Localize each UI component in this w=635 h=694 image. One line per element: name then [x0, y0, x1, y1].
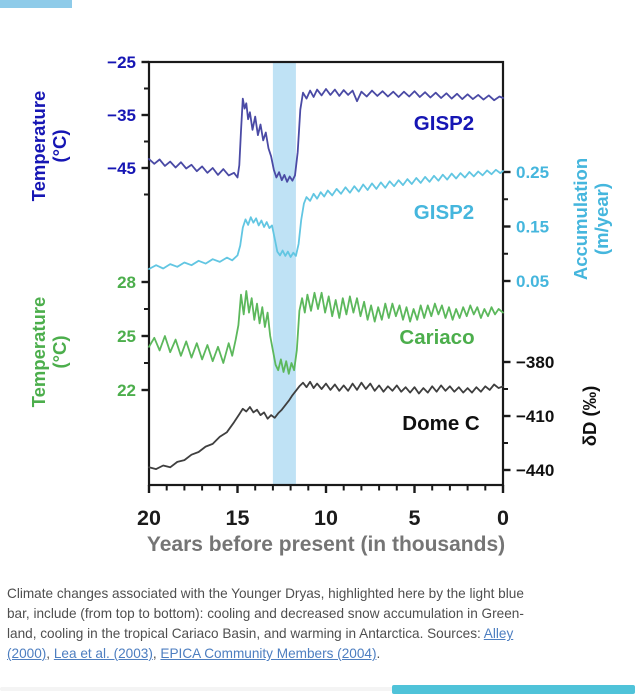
series-label-dome_c: Dome C — [402, 412, 480, 435]
axis-label-line: (°C) — [49, 129, 70, 162]
axis-label-temp_greenland: Temperature(°C) — [28, 91, 70, 202]
series-line-dome_c — [148, 380, 504, 471]
tick-label-dD-2: −440 — [516, 461, 554, 480]
caption-line: Climate changes associated with the Youn… — [7, 584, 629, 604]
tick-label-temp_cariaco-2: 22 — [117, 381, 136, 400]
caption-text: bar, include (from top to bottom): cooli… — [7, 606, 524, 621]
series-line-gisp2_accum — [148, 168, 504, 270]
tick-label-temp_cariaco-0: 28 — [117, 273, 136, 292]
caption-text: Climate changes associated with the Youn… — [7, 586, 524, 601]
axis-label-line: Temperature — [28, 297, 49, 408]
series-label-gisp2_accum: GISP2 — [414, 201, 474, 224]
tick-label-dD-1: −410 — [516, 407, 554, 426]
figure-caption: Climate changes associated with the Youn… — [7, 584, 629, 664]
source-link[interactable]: Alley — [483, 626, 514, 641]
tick-label-temp_greenland-0: −25 — [107, 53, 136, 72]
series-label-gisp2_temp: GISP2 — [414, 112, 474, 135]
tick-label-temp_greenland-2: −45 — [107, 159, 136, 178]
caption-text: , — [46, 646, 54, 661]
axis-label-accumulation: Accumulation(m/year) — [570, 158, 612, 280]
source-link[interactable]: Lea et al. (2003) — [53, 646, 153, 661]
caption-line: (2000), Lea et al. (2003), EPICA Communi… — [7, 644, 629, 664]
bottom-right-accent-bar — [392, 685, 635, 694]
axis-label-line: Accumulation — [570, 158, 591, 280]
caption-line: land, cooling in the tropical Cariaco Ba… — [7, 624, 629, 644]
tick-label-temp_cariaco-1: 25 — [117, 327, 136, 346]
source-link[interactable]: EPICA Community Members (2004) — [160, 646, 377, 661]
caption-text: , — [152, 646, 161, 661]
axis-label-line: Temperature — [28, 91, 49, 202]
bottom-divider — [0, 687, 635, 691]
x-tick-label-15: 15 — [226, 506, 250, 530]
top-left-accent-bar — [0, 0, 72, 8]
x-tick-label-0: 0 — [497, 506, 509, 530]
x-tick-label-20: 20 — [137, 506, 161, 530]
x-axis-title: Years before present (in thousands) — [147, 533, 505, 556]
tick-label-accumulation-0: 0.25 — [516, 163, 549, 182]
caption-text: land, cooling in the tropical Cariaco Ba… — [7, 626, 484, 641]
x-tick-label-10: 10 — [314, 506, 338, 530]
axis-label-temp_cariaco: Temperature(°C) — [28, 297, 70, 408]
axis-label-line: δD (‰) — [579, 386, 600, 447]
axis-label-dD: δD (‰) — [579, 386, 600, 447]
climate-chart: −25−35−45Temperature(°C)0.250.150.05Accu… — [28, 53, 612, 556]
x-tick-label-5: 5 — [409, 506, 421, 530]
tick-label-temp_greenland-1: −35 — [107, 106, 136, 125]
axis-label-line: (°C) — [49, 335, 70, 368]
tick-label-accumulation-1: 0.15 — [516, 218, 549, 237]
tick-label-accumulation-2: 0.05 — [516, 272, 549, 291]
tick-label-dD-0: −380 — [516, 353, 554, 372]
caption-line: bar, include (from top to bottom): cooli… — [7, 604, 629, 624]
caption-text: . — [376, 646, 381, 661]
axis-label-line: (m/year) — [591, 183, 612, 255]
series-line-gisp2_temp — [148, 88, 504, 183]
series-label-cariaco: Cariaco — [399, 326, 474, 349]
younger-dryas-highlight-band — [272, 62, 296, 485]
series-line-cariaco — [148, 290, 504, 375]
source-link[interactable]: (2000) — [7, 646, 47, 661]
